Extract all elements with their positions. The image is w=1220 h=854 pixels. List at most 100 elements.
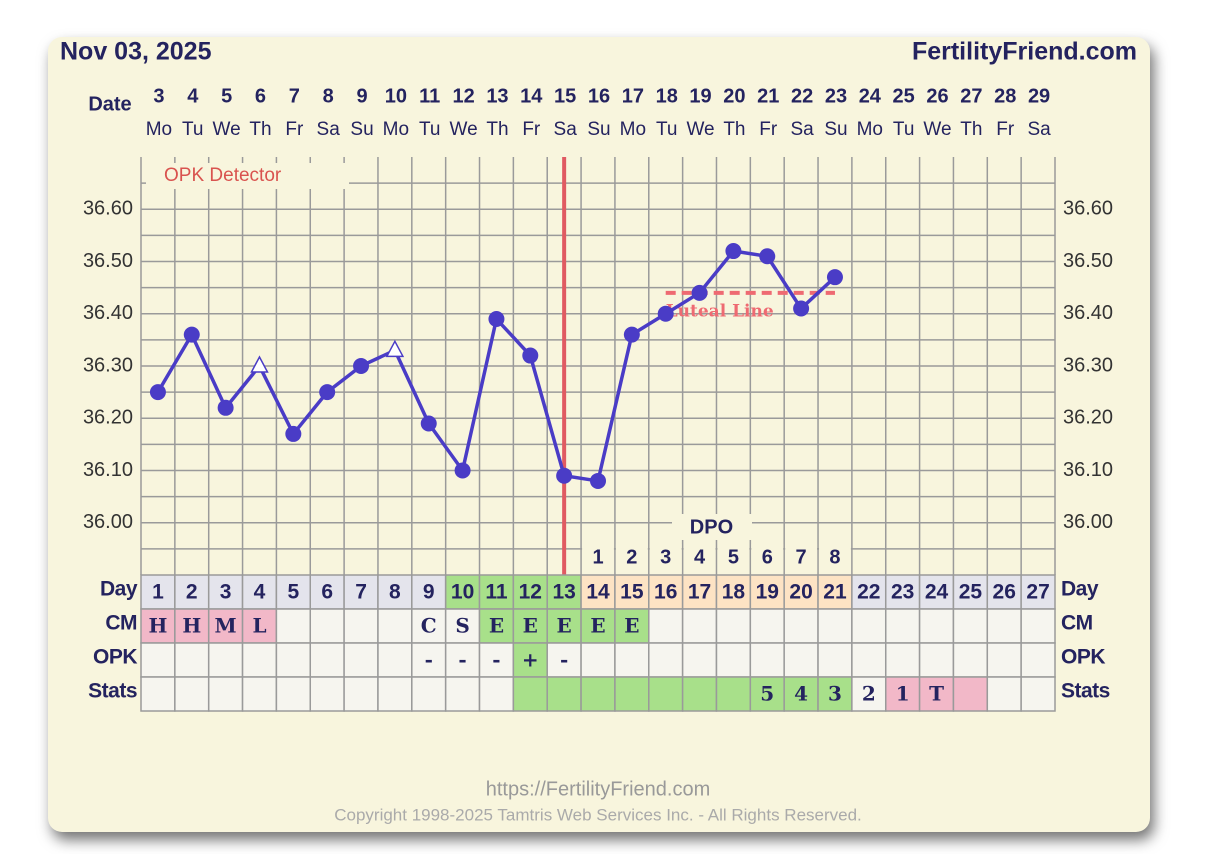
temperature-point	[759, 248, 776, 265]
table-cell	[241, 574, 278, 610]
table-cell	[817, 608, 853, 644]
table-cell	[207, 642, 244, 678]
table-cell	[681, 574, 718, 610]
date-label: 9	[356, 85, 367, 107]
table-cell	[377, 608, 413, 644]
table-cell-text: M	[215, 614, 237, 638]
y-tick-label: 36.30	[83, 354, 133, 376]
table-cell	[411, 642, 447, 678]
table-cell-text: 2	[186, 581, 198, 604]
temperature-point	[691, 284, 708, 301]
table-cell	[986, 676, 1022, 712]
table-cell	[512, 608, 548, 644]
temperature-point	[285, 425, 302, 442]
weekday-label: Tu	[182, 119, 203, 140]
table-cell-text: 20	[789, 581, 812, 604]
table-cell	[174, 676, 210, 712]
date-label: 23	[825, 85, 847, 107]
table-cell-text: E	[489, 614, 504, 638]
weekday-label: Tu	[656, 119, 677, 140]
table-cell	[918, 642, 955, 678]
weekday-label: We	[450, 119, 478, 140]
open-temperature-point	[250, 355, 269, 373]
table-cell	[275, 608, 312, 644]
date-label: 28	[994, 85, 1016, 107]
table-cell-text: H	[182, 614, 201, 638]
table-cell-text: -	[492, 648, 500, 672]
table-cell	[614, 608, 650, 644]
table-cell	[140, 676, 176, 712]
table-cell-text: -	[425, 648, 433, 672]
row-label-right: OPK	[1061, 646, 1105, 669]
table-cell	[140, 642, 176, 678]
date-label: 16	[588, 85, 610, 107]
dpo-box	[582, 544, 614, 572]
y-tick-label: 36.20	[83, 407, 133, 429]
date-label: 10	[385, 85, 407, 107]
table-cell	[309, 608, 345, 644]
table-cell	[851, 642, 887, 678]
table-cell	[546, 574, 582, 610]
table-cell-text: 4	[794, 682, 808, 706]
table-cell	[512, 642, 548, 678]
table-cell-text: 6	[321, 581, 333, 604]
dpo-number: 3	[660, 546, 671, 568]
table-cell-text: H	[148, 614, 167, 638]
temperature-point	[353, 358, 370, 374]
table-cell	[648, 642, 684, 678]
dpo-box	[785, 544, 818, 572]
dpo-box	[751, 544, 784, 572]
table-cell	[715, 676, 752, 712]
temperature-point	[826, 269, 843, 286]
temperature-point	[522, 347, 539, 364]
table-cell-text: C	[421, 614, 437, 638]
table-cell	[343, 676, 379, 712]
y2-tick-label: 36.50	[1063, 250, 1113, 272]
table-cell	[377, 676, 413, 712]
date-label: 14	[520, 85, 543, 107]
weekday-label: Sa	[1027, 119, 1051, 140]
weekday-label: Th	[486, 119, 508, 140]
date-label: 3	[153, 85, 164, 107]
row-label: Stats	[88, 680, 137, 703]
table-cell	[681, 608, 718, 644]
table-cell	[715, 642, 752, 678]
date-label: 19	[689, 85, 711, 107]
table-cell	[952, 676, 989, 712]
table-cell	[309, 676, 345, 712]
table-cell-text: 15	[620, 581, 644, 604]
weekday-label: Fr	[996, 119, 1015, 140]
table-cell	[614, 574, 650, 610]
weekday-label: We	[923, 119, 951, 140]
table-cell-text: 22	[857, 581, 880, 604]
table-cell-text: E	[523, 614, 538, 638]
table-cell-text: 16	[654, 581, 677, 604]
table-cell-text: 10	[451, 581, 474, 604]
temperature-point	[217, 399, 234, 416]
temperature-point	[590, 472, 606, 489]
table-cell-text: 26	[993, 581, 1016, 604]
table-cell	[648, 608, 684, 644]
table-cell	[851, 676, 887, 712]
dpo-box	[683, 544, 716, 572]
table-cell	[207, 676, 244, 712]
table-cell-text: S	[455, 614, 469, 638]
table-cell-text: 23	[891, 581, 914, 604]
table-cell	[986, 574, 1022, 610]
table-cell	[377, 642, 413, 678]
table-cell	[275, 676, 312, 712]
table-cell-text: 5	[287, 581, 299, 604]
table-cell	[140, 608, 176, 644]
site-name: FertilityFriend.com	[912, 38, 1137, 66]
table-cell-text: 8	[389, 581, 401, 604]
date-label: 20	[723, 85, 745, 107]
dpo-number: 1	[592, 546, 603, 568]
footer-copyright: Copyright 1998-2025 Tamtris Web Services…	[334, 805, 862, 824]
dpo-number: 4	[694, 546, 706, 568]
table-cell	[783, 642, 819, 678]
table-cell	[749, 608, 785, 644]
table-cell	[715, 608, 752, 644]
y-tick-label: 36.10	[83, 459, 133, 481]
table-cell-text: L	[252, 614, 266, 638]
weekday-label: Fr	[759, 119, 778, 140]
